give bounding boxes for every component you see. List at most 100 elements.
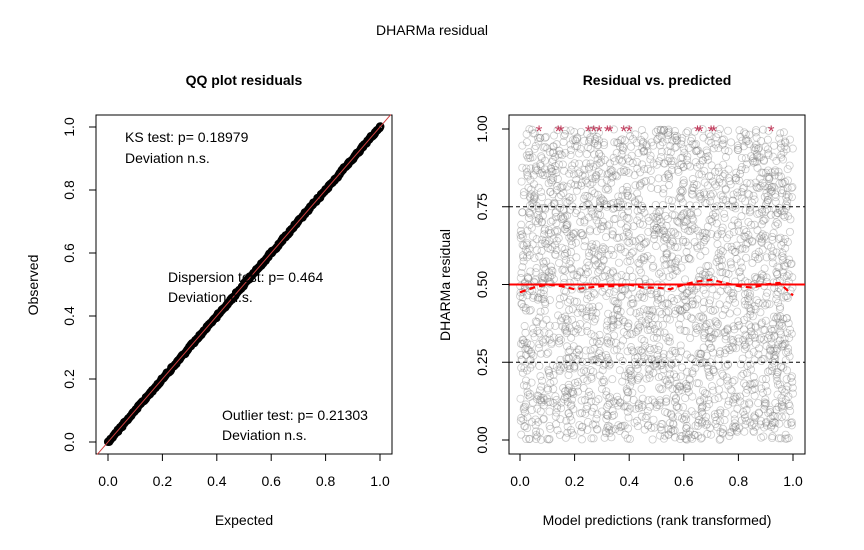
residual-point bbox=[577, 368, 586, 377]
residual-y-tick-label: 0.75 bbox=[474, 193, 490, 220]
residual-point bbox=[538, 217, 547, 226]
residual-point bbox=[659, 243, 668, 252]
qq-plot-title: QQ plot residuals bbox=[186, 72, 303, 88]
residual-point bbox=[761, 301, 770, 310]
residual-point bbox=[739, 142, 748, 151]
residual-point bbox=[637, 255, 646, 264]
residual-point bbox=[631, 360, 640, 369]
residual-point bbox=[726, 180, 735, 189]
residual-point bbox=[633, 422, 642, 431]
residual-point bbox=[604, 394, 613, 403]
residual-point bbox=[690, 430, 699, 439]
residual-point bbox=[586, 346, 595, 355]
residual-point bbox=[740, 341, 749, 350]
residual-point bbox=[730, 392, 739, 401]
residual-point bbox=[655, 131, 664, 140]
residual-point bbox=[657, 372, 666, 381]
residual-point bbox=[659, 353, 668, 362]
residual-point bbox=[563, 228, 572, 237]
residual-point bbox=[705, 299, 714, 308]
residual-point bbox=[622, 224, 631, 233]
residual-point bbox=[544, 198, 553, 207]
residual-point bbox=[687, 211, 696, 220]
residual-point bbox=[732, 426, 741, 435]
residual-point bbox=[633, 189, 642, 198]
residual-point bbox=[784, 192, 793, 201]
residual-point bbox=[560, 251, 569, 260]
residual-point bbox=[699, 237, 708, 246]
residual-point bbox=[753, 163, 762, 172]
residual-point bbox=[560, 225, 569, 234]
residual-point bbox=[758, 207, 767, 216]
residual-point bbox=[641, 238, 650, 247]
residual-point bbox=[637, 335, 646, 344]
residual-point bbox=[750, 411, 759, 420]
residual-point bbox=[701, 247, 710, 256]
residual-point bbox=[659, 184, 668, 193]
residual-point bbox=[771, 221, 780, 230]
residual-point bbox=[552, 395, 561, 404]
residual-point bbox=[716, 246, 725, 255]
residual-point bbox=[664, 337, 673, 346]
residual-point bbox=[772, 370, 781, 379]
residual-point bbox=[623, 388, 632, 397]
residual-point bbox=[729, 196, 738, 205]
residual-point bbox=[542, 394, 551, 403]
residual-point bbox=[715, 178, 724, 187]
residual-point bbox=[661, 398, 670, 407]
residual-point bbox=[642, 282, 651, 291]
residual-point bbox=[779, 155, 788, 164]
residual-point bbox=[775, 336, 784, 345]
residual-point bbox=[546, 217, 555, 226]
residual-point bbox=[666, 142, 675, 151]
residual-point bbox=[635, 322, 644, 331]
residual-point bbox=[654, 207, 663, 216]
residual-point bbox=[645, 306, 654, 315]
residual-point bbox=[663, 170, 672, 179]
residual-point bbox=[761, 207, 770, 216]
residual-point bbox=[727, 428, 736, 437]
residual-point bbox=[652, 290, 661, 299]
residual-point bbox=[582, 404, 591, 413]
residual-point bbox=[637, 136, 646, 145]
residual-point bbox=[518, 251, 527, 260]
residual-point bbox=[694, 146, 703, 155]
residual-point bbox=[637, 268, 646, 277]
residual-point bbox=[740, 232, 749, 241]
residual-point bbox=[580, 136, 589, 145]
residual-point bbox=[553, 227, 562, 236]
residual-point bbox=[686, 136, 695, 145]
residual-point bbox=[780, 340, 789, 349]
residual-point bbox=[526, 305, 535, 314]
qq-x-axis-label: Expected bbox=[215, 512, 273, 528]
residual-point bbox=[530, 180, 539, 189]
residual-point bbox=[737, 194, 746, 203]
residual-point bbox=[772, 278, 781, 287]
residual-point bbox=[550, 240, 559, 249]
residual-point bbox=[613, 203, 622, 212]
residual-point bbox=[615, 426, 624, 435]
residual-point bbox=[628, 272, 637, 281]
residual-point bbox=[586, 144, 595, 153]
residual-point bbox=[715, 262, 724, 271]
residual-point bbox=[761, 200, 770, 209]
residual-point bbox=[563, 211, 572, 220]
residual-point bbox=[650, 231, 659, 240]
residual-point bbox=[732, 168, 741, 177]
residual-point bbox=[518, 368, 527, 377]
residual-point bbox=[602, 200, 611, 209]
residual-point bbox=[605, 159, 614, 168]
residual-point bbox=[719, 371, 728, 380]
residual-point bbox=[763, 196, 772, 205]
residual-point bbox=[696, 349, 705, 358]
residual-point bbox=[556, 415, 565, 424]
residual-point bbox=[567, 416, 576, 425]
residual-point bbox=[538, 211, 547, 220]
residual-point bbox=[561, 322, 570, 331]
residual-point bbox=[642, 374, 651, 383]
residual-point bbox=[554, 311, 563, 320]
residual-point bbox=[667, 427, 676, 436]
residual-point bbox=[631, 198, 640, 207]
residual-point bbox=[778, 322, 787, 331]
residual-point bbox=[749, 419, 758, 428]
